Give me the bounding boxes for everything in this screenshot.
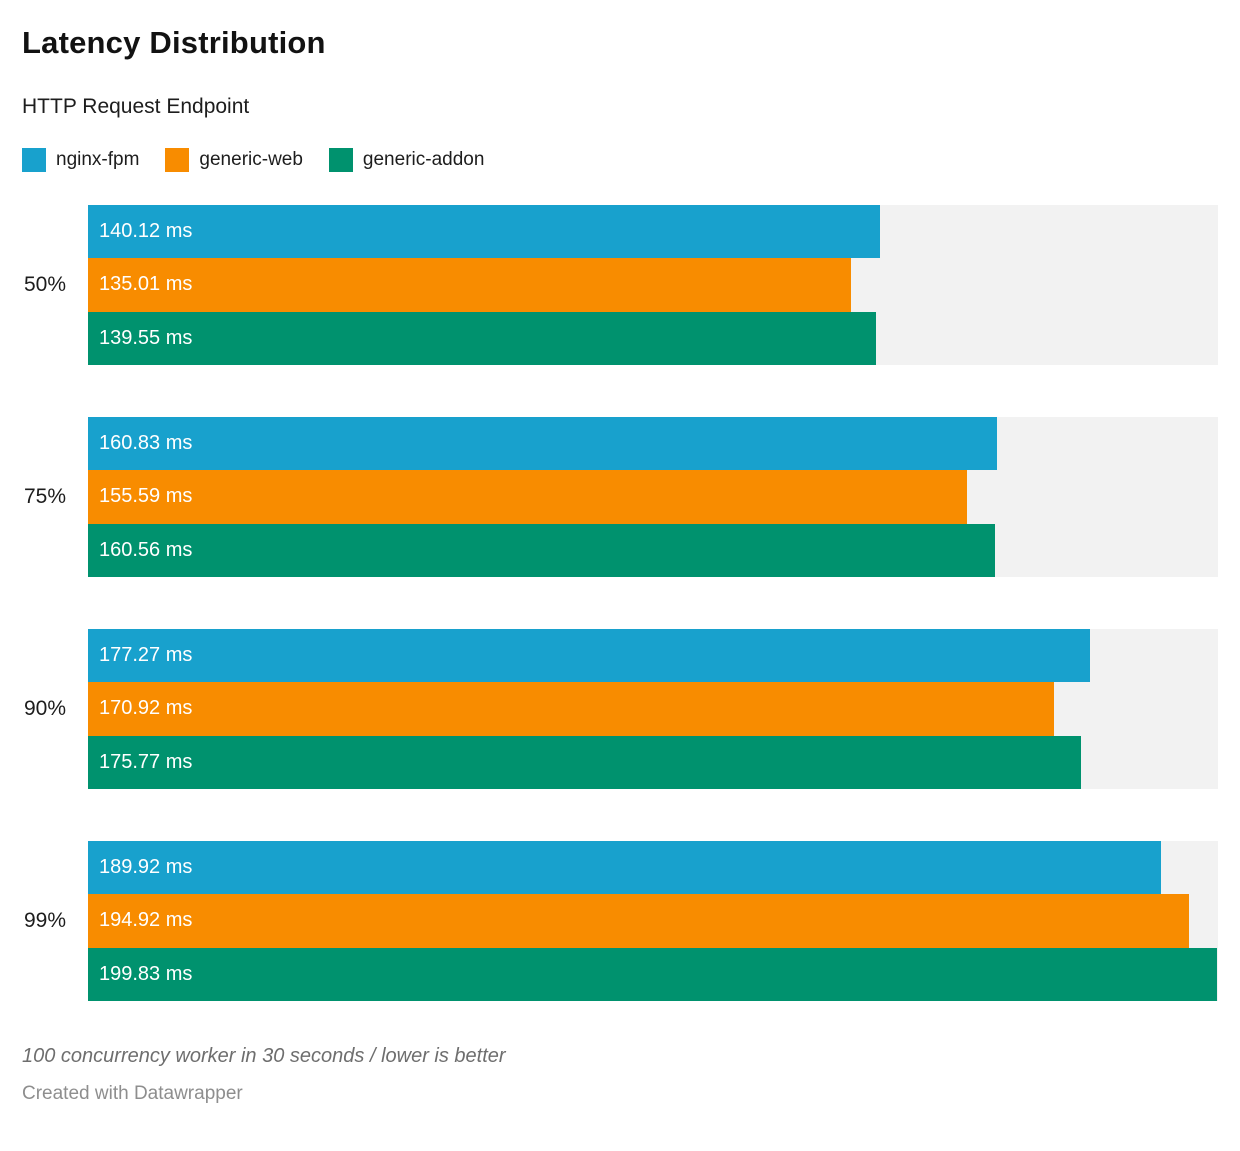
category-label: 75% xyxy=(23,485,66,508)
bar-generic-addon-90%: 175.77 ms xyxy=(88,735,1082,789)
bar-generic-web-50%: 135.01 ms xyxy=(88,258,851,312)
bar-value-label: 199.83 ms xyxy=(99,962,193,985)
bar-track-area: 177.27 ms 170.92 ms 175.77 ms xyxy=(88,629,1218,789)
legend-item-generic-addon: generic-addon xyxy=(328,148,485,172)
bar-group-75%: 75% 160.83 ms 155.59 ms 160.56 ms xyxy=(22,417,1218,577)
bar-nginx-fpm-90%: 177.27 ms xyxy=(88,629,1090,683)
bar-stack: 160.83 ms 155.59 ms 160.56 ms xyxy=(88,417,1218,577)
bar-nginx-fpm-99%: 189.92 ms xyxy=(88,841,1162,895)
bar-value-label: 160.83 ms xyxy=(99,432,193,455)
bar-group-90%: 90% 177.27 ms 170.92 ms 175.77 ms xyxy=(22,629,1218,789)
bar-stack: 177.27 ms 170.92 ms 175.77 ms xyxy=(88,629,1218,789)
legend-swatch-icon xyxy=(22,148,46,172)
bar-value-label: 139.55 ms xyxy=(99,326,193,349)
bar-nginx-fpm-75%: 160.83 ms xyxy=(88,417,997,471)
category-label: 90% xyxy=(23,697,66,720)
footer-note: 100 concurrency worker in 30 seconds / l… xyxy=(22,1045,506,1067)
legend-item-generic-web: generic-web xyxy=(165,148,303,172)
chart-card: Latency Distribution HTTP Request Endpoi… xyxy=(0,25,1240,1105)
bar-generic-addon-50%: 139.55 ms xyxy=(88,311,877,365)
legend: nginx-fpm generic-web generic-addon xyxy=(22,148,1218,172)
legend-label: nginx-fpm xyxy=(56,149,140,170)
legend-swatch-icon xyxy=(328,148,353,172)
chart-subtitle: HTTP Request Endpoint xyxy=(22,95,250,118)
bar-value-label: 140.12 ms xyxy=(99,220,193,243)
bar-generic-web-75%: 155.59 ms xyxy=(88,470,968,524)
bar-generic-web-90%: 170.92 ms xyxy=(88,682,1054,736)
bar-value-label: 189.92 ms xyxy=(99,856,193,879)
bar-value-label: 135.01 ms xyxy=(99,273,193,296)
legend-label: generic-web xyxy=(199,149,303,170)
chart-title: Latency Distribution xyxy=(22,25,326,60)
legend-swatch-icon xyxy=(165,148,190,172)
bar-track-area: 160.83 ms 155.59 ms 160.56 ms xyxy=(88,417,1218,577)
category-label: 99% xyxy=(23,909,66,932)
bar-generic-addon-75%: 160.56 ms xyxy=(88,523,996,577)
bar-value-label: 155.59 ms xyxy=(99,485,193,508)
bar-generic-web-99%: 194.92 ms xyxy=(88,894,1190,948)
bar-stack: 140.12 ms 135.01 ms 139.55 ms xyxy=(88,205,1218,365)
bar-stack: 189.92 ms 194.92 ms 199.83 ms xyxy=(88,841,1218,1001)
bar-nginx-fpm-50%: 140.12 ms xyxy=(88,205,880,259)
bar-value-label: 177.27 ms xyxy=(99,644,193,667)
datawrapper-attribution-link[interactable]: Created with Datawrapper xyxy=(22,1083,243,1104)
legend-item-nginx-fpm: nginx-fpm xyxy=(22,148,139,172)
bar-track-area: 140.12 ms 135.01 ms 139.55 ms xyxy=(88,205,1218,365)
bar-value-label: 160.56 ms xyxy=(99,538,193,561)
bar-value-label: 170.92 ms xyxy=(99,697,193,720)
bar-group-50%: 50% 140.12 ms 135.01 ms 139.55 ms xyxy=(22,205,1218,365)
legend-label: generic-addon xyxy=(362,149,485,170)
bar-chart: 50% 140.12 ms 135.01 ms 139.55 ms 75% 160.83 … xyxy=(22,205,1218,1001)
bar-value-label: 175.77 ms xyxy=(99,750,193,773)
bar-group-99%: 99% 189.92 ms 194.92 ms 199.83 ms xyxy=(22,841,1218,1001)
category-label: 50% xyxy=(23,273,66,296)
bar-value-label: 194.92 ms xyxy=(99,909,193,932)
bar-track-area: 189.92 ms 194.92 ms 199.83 ms xyxy=(88,841,1218,1001)
bar-generic-addon-99%: 199.83 ms xyxy=(88,947,1218,1001)
